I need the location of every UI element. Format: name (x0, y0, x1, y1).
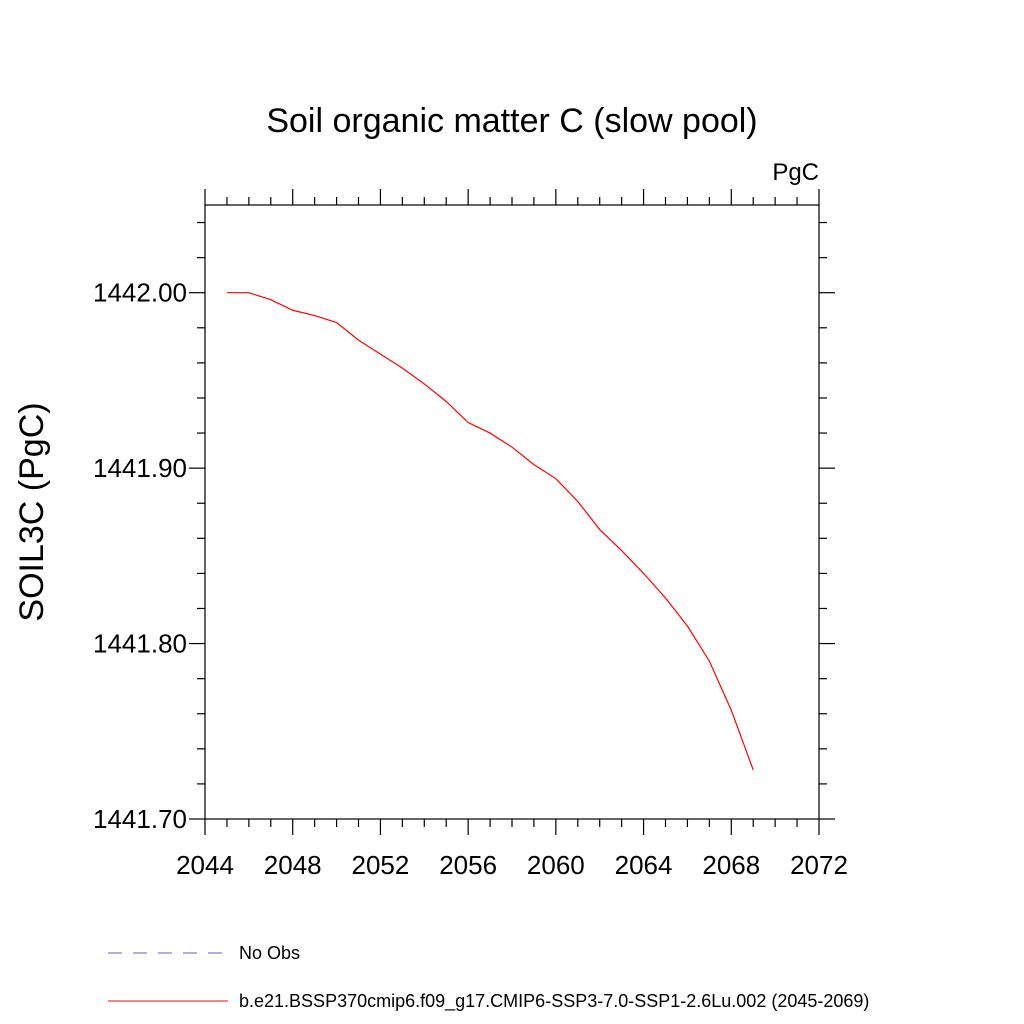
axis-ticks (189, 189, 835, 835)
chart-title: Soil organic matter C (slow pool) (266, 102, 757, 140)
legend-label: b.e21.BSSP370cmip6.f09_g17.CMIP6-SSP3-7.… (239, 991, 869, 1012)
legend: No Obs b.e21.BSSP370cmip6.f09_g17.CMIP6-S… (108, 943, 869, 1012)
series-group (226, 292, 754, 771)
x-tick-label: 2056 (439, 850, 497, 880)
units-label: PgC (772, 159, 819, 186)
y-tick-label: 1441.90 (93, 453, 187, 483)
axis-tick-labels: 2044 2048 2052 2056 2060 2064 2068 2072 1441.70 1… (93, 278, 848, 880)
x-tick-label: 2072 (790, 850, 848, 880)
y-tick-label: 1441.70 (93, 804, 187, 834)
x-tick-label: 2068 (702, 850, 760, 880)
legend-label: No Obs (239, 943, 300, 963)
y-axis-label: SOIL3C (PgC) (13, 402, 51, 621)
x-tick-label: 2048 (264, 850, 322, 880)
x-tick-label: 2052 (352, 850, 410, 880)
series-line (226, 292, 754, 771)
x-tick-label: 2064 (615, 850, 673, 880)
y-tick-label: 1442.00 (93, 278, 187, 308)
plot-frame (204, 204, 820, 820)
x-tick-label: 2060 (527, 850, 585, 880)
x-tick-label: 2044 (176, 850, 234, 880)
y-tick-label: 1441.80 (93, 629, 187, 659)
